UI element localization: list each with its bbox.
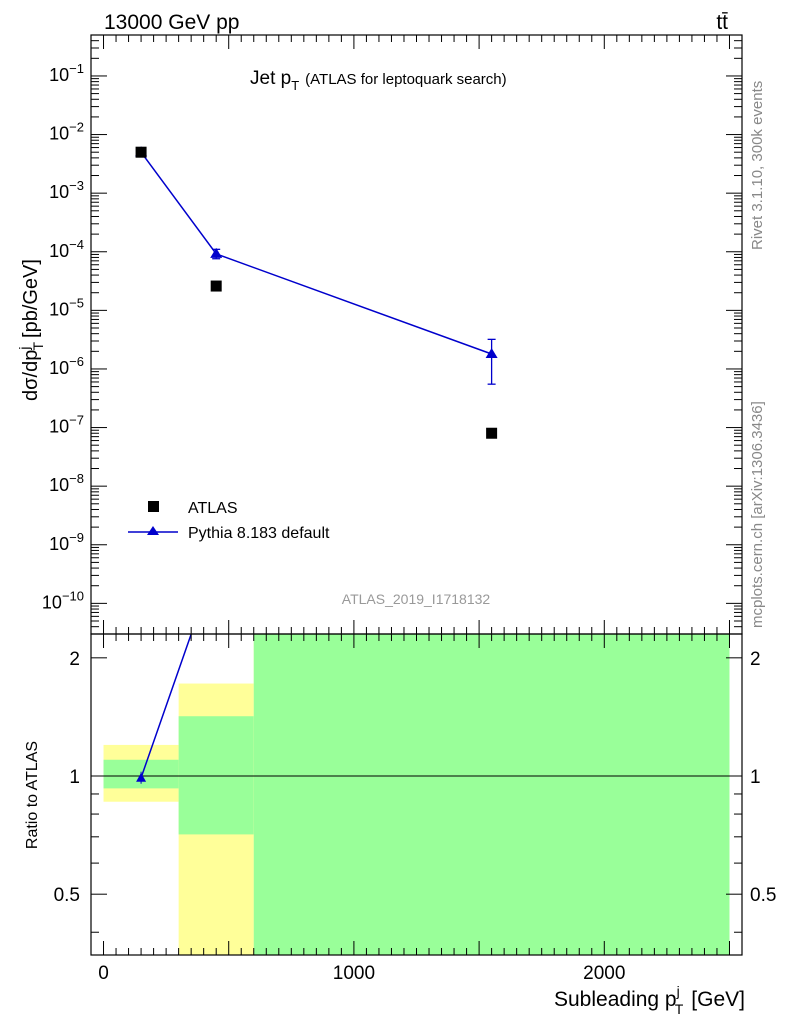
x-tick-label-2: 2000 (583, 963, 625, 984)
y-tick-label-5: 10−6 (49, 354, 84, 378)
energy-label: 13000 GeV pp (104, 11, 239, 34)
legend: ATLAS Pythia 8.183 default (128, 500, 330, 542)
ratio-tick-label-left-1: 1 (69, 767, 80, 788)
y-tick-label-8: 10−9 (49, 530, 84, 554)
ratio-tick-label-left-2: 2 (69, 649, 80, 670)
ratio-band-green-1 (178, 716, 254, 835)
ratio-tick-label-left-0: 0.5 (54, 885, 80, 906)
x-tick-label-0: 0 (98, 963, 109, 984)
y-tick-label-4: 10−5 (49, 295, 84, 319)
data-marker-0 (135, 146, 147, 158)
ratio-tick-label-right-1: 1 (750, 767, 761, 788)
mcplots-label: mcplots.cern.ch [arXiv:1306.3436] (749, 401, 766, 628)
y-tick-label-6: 10−7 (49, 413, 84, 437)
y-axis-label: dσ/dpjT[pb/GeV] (16, 259, 46, 401)
mc-marker-1 (210, 247, 223, 258)
mc-line (140, 151, 492, 355)
y-tick-label-1: 10−2 (49, 120, 84, 144)
legend-data-label: ATLAS (188, 500, 238, 517)
process-label: tt̄ (716, 11, 728, 34)
ratio-tick-label-right-0: 0.5 (750, 885, 776, 906)
y-tick-label-7: 10−8 (49, 471, 84, 495)
legend-data-marker (148, 501, 159, 512)
ratio-bands (103, 634, 730, 955)
ratio-lines (91, 634, 742, 784)
ratio-tick-label-right-2: 2 (750, 649, 761, 670)
plot-title: Jet pT (ATLAS for leptoquark search) (250, 68, 507, 93)
y-tick-label-2: 10−3 (49, 178, 84, 202)
rivet-label: Rivet 3.1.10, 300k events (749, 81, 766, 250)
data-marker-1 (210, 280, 222, 292)
main-frame (90, 34, 743, 635)
legend-mc-label: Pythia 8.183 default (188, 525, 330, 542)
analysis-watermark: ATLAS_2019_I1718132 (342, 591, 491, 607)
axes: 0 1000 2000 10−1 10−2 10−3 10−4 10−5 10−6 10−7 10−… (42, 34, 776, 984)
y-tick-label-3: 10−4 (49, 237, 84, 261)
y-tick-label-0: 10−1 (49, 61, 84, 85)
legend-mc-marker (147, 526, 159, 535)
x-axis-label: Subleading pj T [GeV] (554, 983, 745, 1017)
data-marker-2 (486, 427, 498, 439)
main-series (135, 146, 498, 439)
ratio-axis-label: Ratio to ATLAS (24, 741, 41, 849)
x-tick-label-1: 1000 (333, 963, 375, 984)
y-tick-label-9: 10−10 (42, 588, 84, 612)
mc-marker-2 (485, 348, 498, 359)
ratio-mc-line (140, 634, 193, 778)
ratio-band-green-2 (253, 634, 730, 955)
